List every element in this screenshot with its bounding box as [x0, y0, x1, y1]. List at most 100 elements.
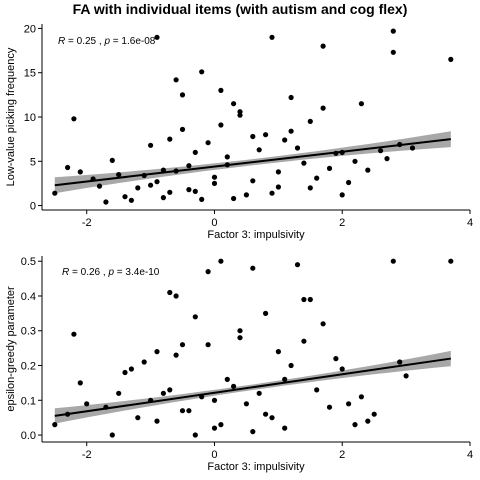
data-point — [307, 185, 313, 191]
y-tick-label: 15 — [24, 68, 36, 80]
data-point — [269, 415, 275, 421]
data-point — [186, 163, 192, 169]
data-point — [231, 383, 237, 389]
data-point — [167, 136, 173, 142]
data-point — [403, 373, 409, 379]
data-point — [205, 269, 211, 275]
data-point — [192, 314, 198, 320]
data-point — [179, 126, 186, 132]
x-tick-label: -2 — [82, 217, 92, 229]
data-point — [167, 289, 173, 296]
data-point — [224, 154, 230, 160]
data-point — [135, 185, 141, 191]
data-point — [237, 328, 243, 334]
data-point — [314, 387, 320, 393]
data-point — [365, 418, 371, 424]
data-point — [154, 418, 160, 424]
data-point — [192, 149, 198, 155]
data-point — [320, 321, 326, 327]
y-ticks: 0 5 10 15 20 — [24, 23, 42, 213]
y-ticks: 0.0 0.1 0.2 0.3 0.4 0.5 — [21, 256, 42, 442]
y-tick-label: 0.2 — [21, 361, 36, 373]
x-tick-label: 4 — [467, 217, 473, 229]
p-symbol: p — [103, 36, 110, 47]
data-point — [371, 411, 377, 417]
data-point — [109, 157, 115, 163]
regression-line — [54, 357, 451, 417]
data-point — [167, 387, 173, 393]
data-point — [314, 175, 320, 181]
data-point — [173, 352, 179, 358]
data-point — [269, 34, 275, 40]
data-point — [288, 128, 294, 134]
data-point — [154, 349, 160, 355]
data-point — [326, 165, 333, 171]
data-point — [154, 34, 160, 40]
p-value: 1.6e-08 — [121, 36, 155, 47]
data-point — [358, 101, 364, 107]
data-point — [160, 167, 166, 173]
data-point — [160, 195, 166, 201]
data-point — [250, 265, 256, 271]
p-value: 3.4e-10 — [125, 267, 159, 278]
data-point — [269, 190, 275, 196]
data-point — [397, 359, 403, 365]
data-point — [218, 258, 224, 264]
data-point — [263, 411, 269, 417]
data-point — [231, 101, 237, 107]
x-tick-label: 2 — [339, 217, 345, 229]
data-point — [205, 342, 211, 348]
y-tick-label: 0.1 — [21, 395, 36, 407]
r-value: 0.25 — [77, 36, 97, 47]
r-value: 0.26 — [81, 267, 101, 278]
data-point — [160, 390, 166, 396]
data-point — [339, 192, 345, 198]
data-point — [65, 164, 71, 171]
data-point — [167, 189, 173, 195]
r-symbol: R — [62, 267, 69, 278]
data-point — [448, 258, 454, 264]
data-point — [301, 296, 307, 303]
data-point — [250, 133, 256, 140]
data-point — [294, 145, 301, 151]
y-tick-label: 0 — [30, 201, 36, 213]
data-point — [320, 43, 326, 49]
data-point — [275, 169, 281, 175]
panel-epsilon-greedy: -2 0 2 4 0.0 0.1 0.2 0.3 0.4 0.5 Factor 3: impul… — [5, 256, 473, 473]
data-point — [448, 56, 454, 63]
data-point — [358, 394, 364, 400]
data-point — [390, 49, 396, 55]
data-point — [148, 142, 154, 148]
data-point — [282, 376, 288, 382]
data-point — [250, 429, 256, 435]
data-point — [148, 182, 154, 188]
y-axis-title: epsilon-greedy parameter — [5, 286, 17, 412]
data-point — [211, 180, 218, 186]
data-point — [154, 179, 160, 185]
data-point — [294, 262, 301, 268]
data-point — [77, 169, 83, 175]
data-point — [288, 362, 294, 369]
data-point — [116, 172, 122, 178]
data-point — [122, 369, 128, 376]
data-point — [250, 178, 256, 184]
p-equals: = — [113, 36, 122, 47]
data-point — [320, 105, 326, 111]
r-symbol: R — [58, 36, 65, 47]
data-point — [52, 422, 58, 428]
annot-separator: , — [99, 36, 105, 47]
data-point — [346, 179, 352, 186]
data-point — [243, 192, 249, 198]
x-ticks: -2 0 2 4 — [82, 442, 473, 461]
y-tick-label: 0.5 — [21, 256, 36, 268]
data-point — [128, 366, 134, 372]
data-point — [352, 158, 358, 164]
y-tick-label: 0.0 — [21, 430, 36, 442]
data-point — [116, 390, 122, 396]
data-point — [301, 160, 307, 166]
data-point — [84, 401, 90, 407]
data-point — [109, 432, 115, 438]
y-tick-label: 20 — [24, 23, 36, 35]
data-point — [173, 77, 179, 83]
data-point — [275, 349, 281, 355]
